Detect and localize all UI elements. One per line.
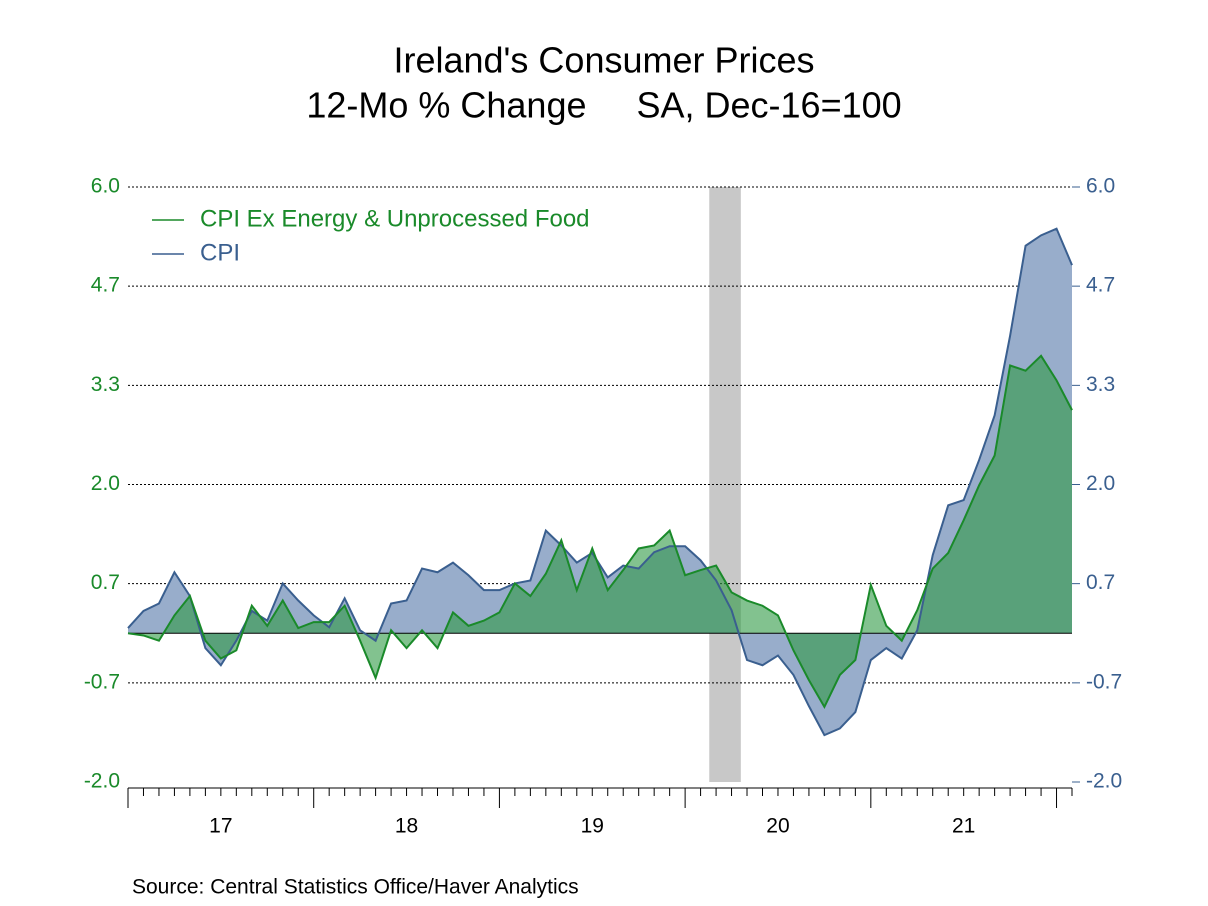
- legend-label: CPI Ex Energy & Unprocessed Food: [200, 205, 590, 232]
- y-tick-label: -2.0: [84, 770, 120, 793]
- chart-subtitle: 12-Mo % Change SA, Dec-16=100: [306, 85, 901, 126]
- y-tick-label: 0.7: [91, 571, 120, 594]
- series-line: [127, 354, 1073, 710]
- x-tick-label: 18: [395, 815, 418, 838]
- y2-tick-label: 2.0: [1086, 472, 1115, 495]
- y2-tick-label: 6.0: [1086, 175, 1115, 198]
- chart-title: Ireland's Consumer Prices: [393, 40, 814, 81]
- y2-tick-label: -2.0: [1086, 770, 1122, 793]
- y2-tick-label: 3.3: [1086, 373, 1115, 396]
- y-tick-label: -0.7: [84, 670, 120, 693]
- x-tick-label: 21: [952, 815, 975, 838]
- y-tick-label: 4.7: [91, 274, 120, 297]
- series-line: [127, 227, 1073, 737]
- y-tick-label: 6.0: [91, 175, 120, 198]
- series-area: [128, 228, 1072, 736]
- y2-tick-label: -0.7: [1086, 670, 1122, 693]
- y2-tick-label: 0.7: [1086, 571, 1115, 594]
- x-tick-label: 20: [766, 815, 789, 838]
- x-tick-label: 19: [581, 815, 604, 838]
- y-tick-label: 2.0: [91, 472, 120, 495]
- y-tick-label: 3.3: [91, 373, 120, 396]
- y2-tick-label: 4.7: [1086, 274, 1115, 297]
- source-note: Source: Central Statistics Office/Haver …: [132, 876, 579, 899]
- x-tick-label: 17: [209, 815, 232, 838]
- legend-label: CPI: [200, 239, 240, 266]
- series-area: [128, 355, 1072, 707]
